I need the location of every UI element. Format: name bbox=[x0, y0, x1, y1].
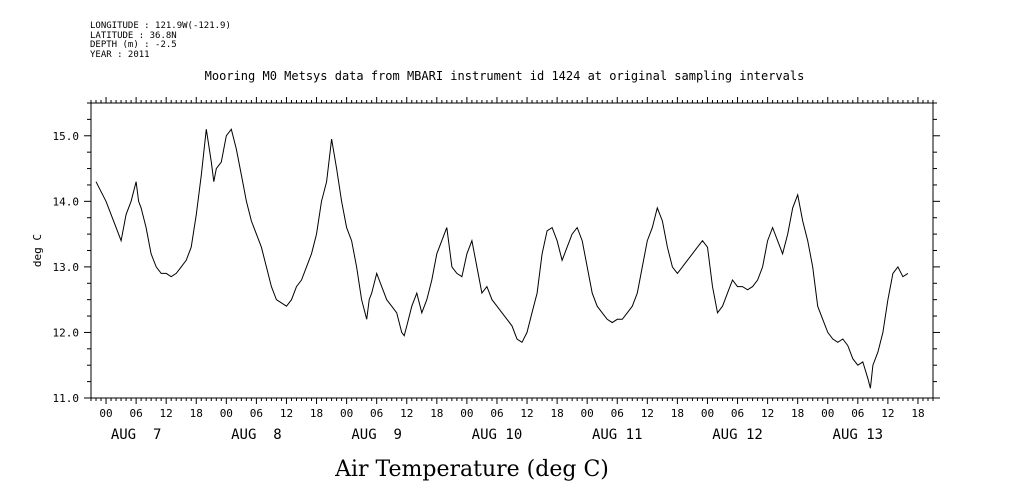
x-tick-label: 18 bbox=[550, 407, 563, 420]
x-tick-label: 06 bbox=[370, 407, 383, 420]
x-tick-label: 12 bbox=[881, 407, 894, 420]
longitude-label: LONGITUDE : 121.9W(-121.9) bbox=[90, 21, 231, 31]
x-tick-label: 00 bbox=[460, 407, 473, 420]
x-day-label: AUG 11 bbox=[592, 427, 643, 443]
y-tick-label: 14.0 bbox=[53, 195, 80, 208]
x-tick-label: 00 bbox=[220, 407, 233, 420]
x-tick-label: 18 bbox=[310, 407, 323, 420]
x-tick-label: 12 bbox=[400, 407, 413, 420]
x-day-label: AUG 7 bbox=[111, 427, 162, 443]
x-tick-label: 18 bbox=[671, 407, 684, 420]
depth-label: DEPTH (m) : -2.5 bbox=[90, 40, 177, 50]
y-tick-label: 12.0 bbox=[53, 326, 80, 339]
x-day-label: AUG 9 bbox=[351, 427, 402, 443]
x-tick-label: 18 bbox=[190, 407, 203, 420]
x-tick-label: 00 bbox=[581, 407, 594, 420]
x-tick-label: 00 bbox=[340, 407, 353, 420]
x-day-label: AUG 10 bbox=[472, 427, 523, 443]
x-tick-label: 00 bbox=[99, 407, 112, 420]
x-tick-label: 06 bbox=[250, 407, 263, 420]
x-tick-label: 06 bbox=[611, 407, 624, 420]
x-tick-label: 18 bbox=[911, 407, 924, 420]
x-day-label: AUG 8 bbox=[231, 427, 282, 443]
x-day-label: AUG 12 bbox=[712, 427, 763, 443]
x-axis-title: Air Temperature (deg C) bbox=[334, 457, 609, 482]
y-axis-label: deg C bbox=[31, 234, 44, 267]
x-day-label: AUG 13 bbox=[833, 427, 884, 443]
x-tick-label: 18 bbox=[430, 407, 443, 420]
x-tick-label: 12 bbox=[280, 407, 293, 420]
metadata-block: LONGITUDE : 121.9W(-121.9) LATITUDE : 36.… bbox=[90, 21, 231, 60]
x-tick-label: 06 bbox=[490, 407, 503, 420]
x-tick-label: 00 bbox=[821, 407, 834, 420]
x-tick-label: 18 bbox=[791, 407, 804, 420]
x-tick-label: 06 bbox=[851, 407, 864, 420]
x-tick-label: 12 bbox=[160, 407, 173, 420]
x-tick-label: 12 bbox=[761, 407, 774, 420]
series-line bbox=[95, 128, 909, 389]
plot-frame bbox=[90, 102, 934, 399]
latitude-label: LATITUDE : 36.8N bbox=[90, 30, 177, 41]
x-tick-label: 12 bbox=[641, 407, 654, 420]
x-tick-label: 06 bbox=[731, 407, 744, 420]
x-tick-label: 00 bbox=[701, 407, 714, 420]
year-label: YEAR : 2011 bbox=[90, 49, 150, 60]
chart-title: Mooring M0 Metsys data from MBARI instru… bbox=[204, 69, 805, 83]
x-tick-label: 06 bbox=[129, 407, 142, 420]
y-tick-label: 11.0 bbox=[53, 392, 80, 405]
y-tick-label: 15.0 bbox=[53, 130, 80, 143]
y-tick-label: 13.0 bbox=[53, 261, 80, 274]
x-tick-label: 12 bbox=[520, 407, 533, 420]
